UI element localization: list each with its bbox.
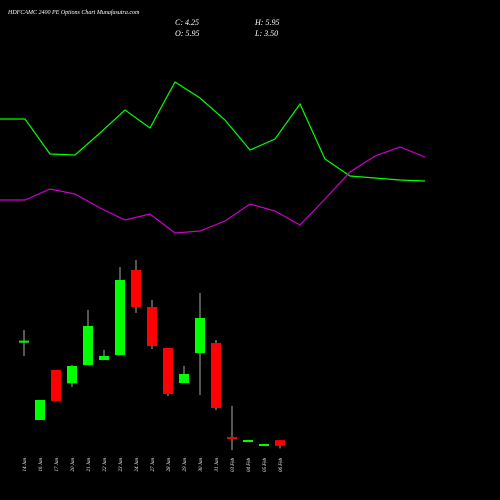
candle-body [83, 326, 93, 365]
candle-body [131, 270, 141, 307]
x-tick-label: 16 Jan [39, 458, 44, 472]
open-label: O: 5.95 [175, 29, 199, 38]
chart-title: HDFCAMC 2400 PE Options Chart Munafasutr… [7, 9, 140, 16]
x-tick-label: 30 Jan [199, 458, 204, 472]
close-label: C: 4.25 [175, 18, 199, 27]
x-tick-label: 28 Jan [167, 458, 172, 472]
x-tick-label: 06 Feb [279, 458, 284, 473]
x-tick-label: 22 Jan [103, 458, 108, 472]
candle-body [259, 444, 269, 446]
low-label: L: 3.50 [254, 29, 278, 38]
candle-body [51, 370, 61, 401]
candle-body [115, 280, 125, 355]
x-tick-label: 04 Feb [247, 458, 252, 473]
candle-body [163, 348, 173, 394]
indicator-line [0, 146, 426, 234]
indicator-line [0, 81, 426, 182]
candle-body [147, 307, 157, 346]
x-tick-label: 14 Jan [23, 458, 28, 472]
x-tick-label: 31 Jan [215, 458, 220, 472]
x-tick-label: 23 Jan [119, 458, 124, 472]
x-tick-label: 17 Jan [55, 458, 60, 472]
x-tick-label: 27 Jan [151, 458, 156, 472]
candle-body [99, 356, 109, 360]
candle-body [243, 440, 253, 442]
x-tick-label: 05 Feb [263, 458, 268, 473]
x-tick-label: 20 Jan [71, 458, 76, 472]
candle-body [275, 440, 285, 446]
x-tick-label: 03 Feb [231, 458, 236, 473]
candle-body [35, 400, 45, 420]
candle-body [227, 437, 237, 439]
x-tick-label: 24 Jan [135, 458, 140, 472]
x-tick-label: 21 Jan [87, 458, 92, 472]
candle-body [211, 343, 221, 408]
candle-body [195, 318, 205, 353]
x-tick-label: 29 Jan [183, 458, 188, 472]
candle-body [67, 366, 77, 384]
high-label: H: 5.95 [254, 18, 279, 27]
candle-body [179, 374, 189, 383]
candle-body [19, 340, 29, 343]
